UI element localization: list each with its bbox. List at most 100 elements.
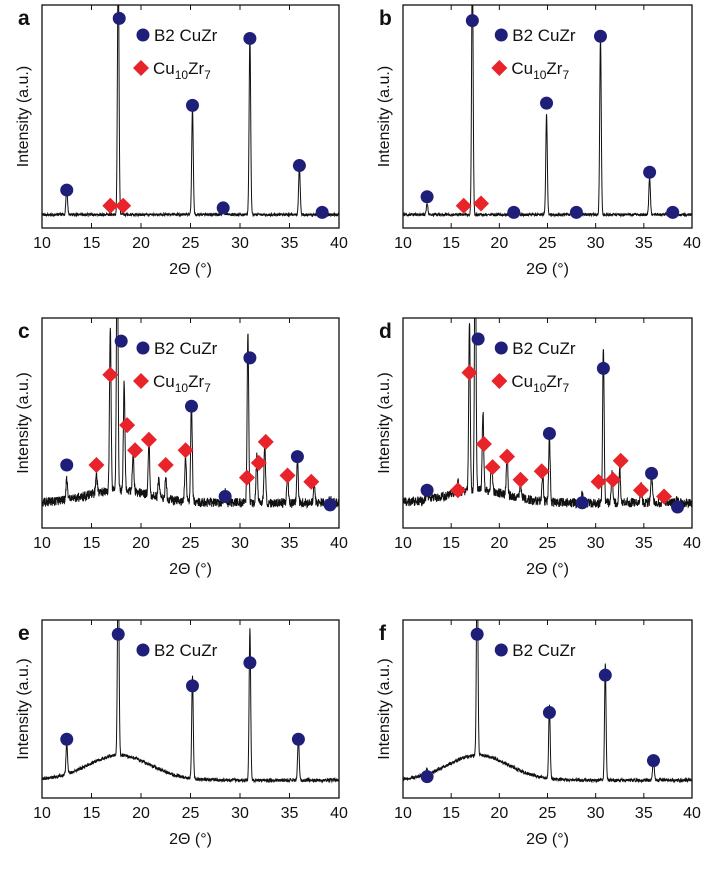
legend-b2-label: B2 CuZr [154, 641, 218, 660]
b2-cuzr-marker [593, 29, 607, 43]
x-tick-label: 30 [231, 535, 249, 552]
x-tick-label: 25 [539, 535, 557, 552]
panel-letter: d [379, 320, 392, 343]
b2-cuzr-marker [542, 427, 556, 440]
x-axis-title: 2Θ (°) [526, 831, 569, 848]
x-tick-label: 35 [635, 805, 653, 822]
cu10zr7-marker [449, 482, 466, 499]
cu10zr7-marker [119, 417, 136, 434]
legend-b2-symbol [136, 643, 150, 657]
cu10zr7-marker [632, 482, 649, 499]
x-tick-label: 35 [635, 235, 653, 252]
b2-cuzr-marker [60, 732, 74, 746]
b2-cuzr-marker [291, 732, 305, 746]
xrd-trace-d [403, 318, 692, 509]
cu10zr7-marker [512, 471, 529, 488]
b2-cuzr-marker [645, 466, 659, 480]
x-axis-title: 2Θ (°) [169, 261, 212, 278]
cu10zr7-marker [499, 448, 516, 465]
x-tick-label: 10 [33, 535, 51, 552]
x-tick-label: 20 [490, 805, 508, 822]
x-tick-label: 15 [83, 535, 101, 552]
cu10zr7-marker [590, 473, 607, 490]
legend-b2-symbol [494, 643, 508, 657]
b2-cuzr-marker [111, 627, 125, 641]
x-tick-label: 40 [683, 805, 701, 822]
legend-cu10zr7-symbol [133, 60, 149, 76]
x-tick-label: 40 [683, 535, 701, 552]
cu10zr7-marker [303, 473, 320, 490]
b2-cuzr-marker [323, 498, 337, 512]
cu10zr7-marker [102, 197, 119, 214]
x-tick-label: 30 [587, 235, 605, 252]
cu10zr7-marker [461, 364, 478, 381]
xrd-trace-b [403, 5, 692, 218]
y-axis-title: Intensity (a.u.) [376, 658, 393, 759]
legend-b2-label: B2 CuZr [154, 26, 218, 45]
b2-cuzr-marker [671, 500, 685, 514]
x-tick-label: 20 [132, 235, 150, 252]
x-tick-label: 35 [281, 235, 299, 252]
b2-cuzr-marker [60, 183, 74, 197]
x-tick-label: 10 [394, 805, 412, 822]
b2-cuzr-marker [185, 679, 199, 693]
cu10zr7-marker [475, 436, 492, 452]
y-axis-title: Intensity (a.u.) [15, 658, 32, 759]
b2-cuzr-marker [646, 754, 660, 768]
b2-cuzr-marker [507, 205, 521, 219]
xrd-trace-a [42, 5, 339, 218]
legend-cu10zr7-symbol [133, 373, 149, 389]
x-tick-label: 40 [330, 805, 348, 822]
legend-b2-symbol [136, 341, 150, 355]
b2-cuzr-marker [243, 656, 257, 670]
x-tick-label: 10 [33, 805, 51, 822]
legend-b2-symbol [494, 28, 508, 42]
b2-cuzr-marker [643, 165, 657, 179]
b2-cuzr-marker [598, 668, 612, 682]
legend-cu10zr7-symbol [491, 373, 508, 389]
x-tick-label: 15 [442, 235, 460, 252]
panel-a: 10 15 20 25 30 35 40 2Θ (°) Intensity (a.u.) a B2 … [15, 4, 348, 278]
x-tick-label: 15 [83, 235, 101, 252]
x-tick-label: 40 [683, 235, 701, 252]
x-tick-label: 25 [182, 805, 200, 822]
panel-d: 10 15 20 25 30 35 40 2Θ (°) Intensity (a.u.) d B2 … [376, 317, 701, 578]
cu10zr7-marker [115, 197, 132, 214]
x-tick-label: 10 [394, 535, 412, 552]
b2-cuzr-marker [315, 205, 329, 219]
b2-cuzr-marker [420, 190, 434, 204]
b2-cuzr-marker [185, 98, 199, 112]
b2-cuzr-marker [216, 201, 230, 215]
cu10zr7-marker [238, 469, 255, 486]
cu10zr7-marker [484, 459, 501, 476]
cu10zr7-marker [177, 442, 194, 459]
y-axis-title: Intensity (a.u.) [15, 372, 32, 473]
x-tick-label: 40 [330, 535, 348, 552]
cu10zr7-marker [656, 488, 673, 505]
b2-cuzr-marker [540, 96, 554, 110]
xrd-trace-c [42, 318, 339, 509]
x-tick-label: 15 [83, 805, 101, 822]
x-axis-title: 2Θ (°) [526, 261, 569, 278]
b2-cuzr-marker [420, 770, 434, 784]
cu10zr7-marker [473, 195, 490, 212]
cu10zr7-marker [533, 463, 550, 480]
b2-cuzr-marker [666, 205, 680, 219]
b2-cuzr-marker [542, 706, 556, 720]
x-tick-label: 20 [132, 805, 150, 822]
b2-cuzr-marker [112, 11, 126, 25]
b2-cuzr-marker [243, 351, 257, 365]
xrd-trace-f [403, 620, 692, 784]
legend-b2-symbol [494, 341, 508, 355]
x-tick-label: 10 [394, 235, 412, 252]
panel-letter: c [18, 320, 30, 343]
panel-b: 10 15 20 25 30 35 40 2Θ (°) Intensity (a.u.) b B2 … [376, 4, 701, 278]
cu10zr7-marker [612, 452, 629, 469]
legend-b2-label: B2 CuZr [512, 641, 576, 660]
x-tick-label: 10 [33, 235, 51, 252]
x-tick-label: 40 [330, 235, 348, 252]
legend-b2-symbol [136, 28, 150, 42]
cu10zr7-marker [257, 433, 274, 450]
